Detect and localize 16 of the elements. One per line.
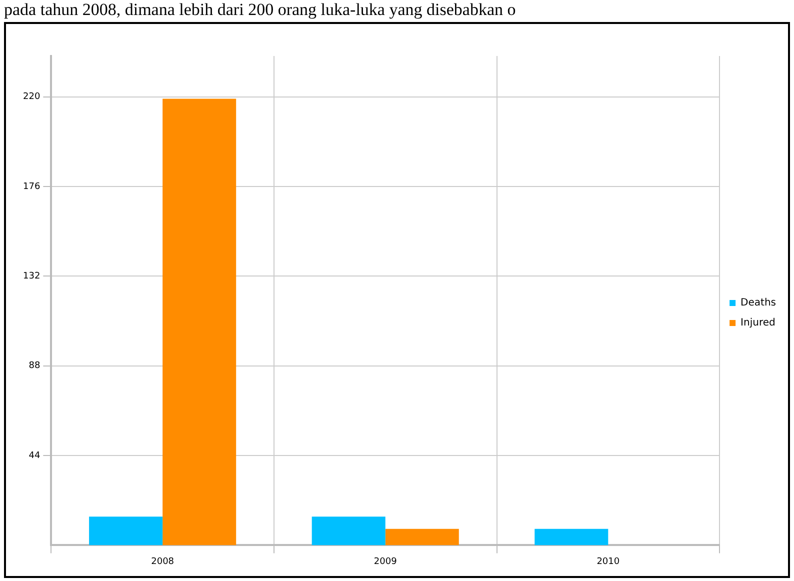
legend-label: Injured [740, 318, 776, 329]
bar [89, 516, 163, 546]
x-tick-label: 2008 [151, 556, 174, 567]
bar [385, 528, 459, 546]
y-tick-label: 132 [22, 271, 40, 282]
y-tick-label: 44 [28, 450, 40, 461]
bar [162, 98, 236, 546]
x-tick-label: 2009 [374, 556, 398, 567]
legend-label: Deaths [740, 298, 776, 309]
bar [534, 528, 608, 546]
y-tick-label: 88 [28, 361, 40, 372]
bar [312, 516, 386, 546]
x-tick-label: 2010 [596, 556, 620, 567]
y-tick-label: 220 [22, 92, 40, 102]
text: pada tahun 2008, dimana lebih dari 200 orang luka-luka yang disebabkan o [3, 0, 517, 20]
y-tick-label: 176 [22, 182, 40, 192]
